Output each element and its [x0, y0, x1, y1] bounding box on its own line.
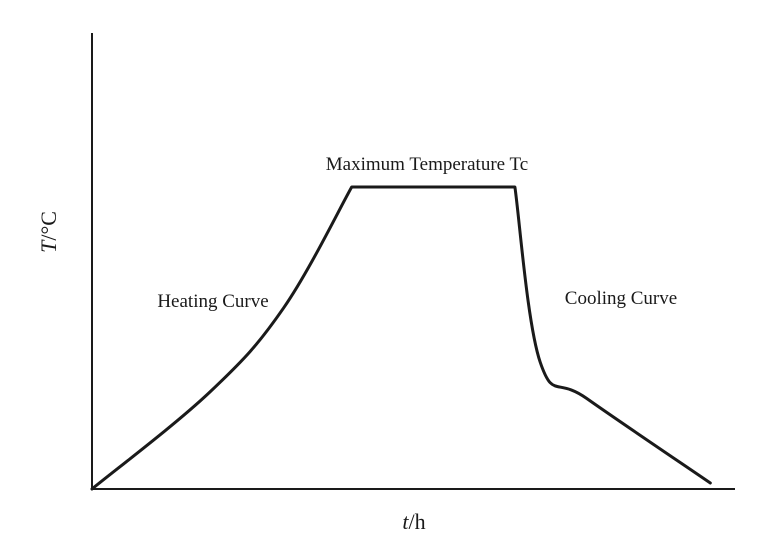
cooling-curve-annotation: Cooling Curve	[565, 288, 677, 309]
x-axis-label-var: t	[402, 509, 409, 534]
peak-annotation: Maximum Temperature Tc	[326, 154, 528, 175]
x-axis-label-unit: /h	[409, 509, 426, 534]
x-axis-label: t/h	[402, 509, 425, 534]
heating-curve-annotation: Heating Curve	[157, 291, 268, 312]
y-axis-label-var: T	[36, 239, 61, 253]
temperature-curve	[90, 185, 712, 491]
y-axis-label-unit: /°C	[36, 211, 61, 241]
y-axis-label: T/°C	[36, 211, 61, 253]
